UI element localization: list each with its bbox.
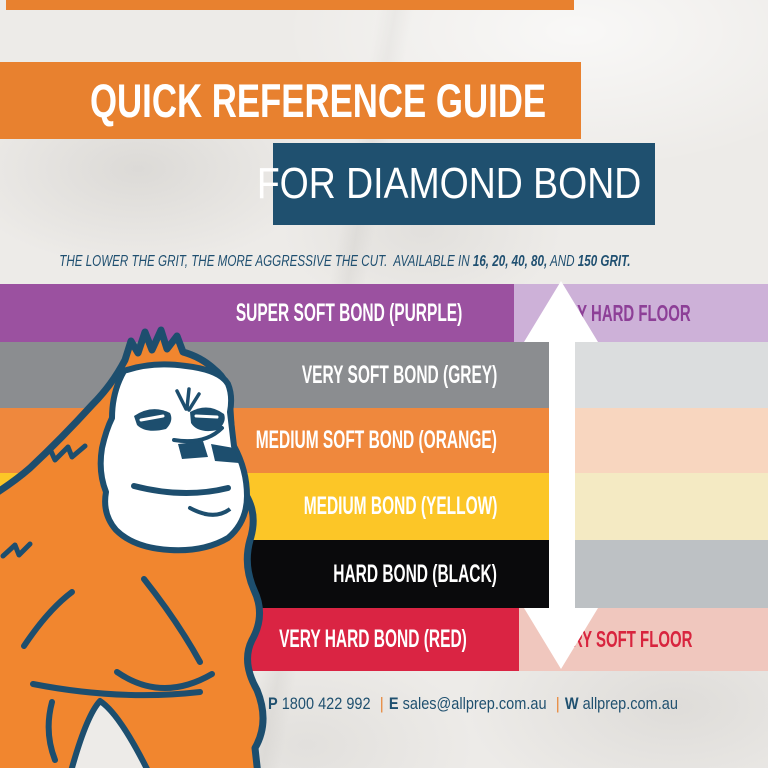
bond-band-label: VERY SOFT BOND (GREY)	[301, 360, 497, 389]
bond-band-grey: VERY SOFT BOND (GREY)	[0, 342, 549, 408]
poster-subtitle: FOR DIAMOND BOND	[256, 159, 641, 208]
bond-band-label: VERY HARD BOND (RED)	[279, 625, 468, 653]
gorilla-brow-creases	[175, 387, 201, 412]
gorilla-muscle-lines	[21, 576, 215, 763]
web-label: W	[564, 694, 579, 713]
floor-band	[575, 473, 768, 540]
phone-label: P	[268, 694, 278, 713]
tagline-grit150: 150 GRIT.	[577, 253, 631, 270]
gorilla-nostrils	[178, 441, 239, 463]
contact-footer: P 1800 422 992 | E sales@allprep.com.au |…	[268, 690, 748, 718]
tagline-grits: 16, 20, 40, 80,	[472, 253, 548, 270]
band-row-very-soft: VERY SOFT BOND (GREY)	[0, 342, 768, 408]
gorilla-frown	[131, 483, 231, 496]
gorilla-fur-spikes	[0, 443, 88, 559]
contact-line: P 1800 422 992 | E sales@allprep.com.au |…	[268, 695, 678, 714]
top-accent-strip	[6, 0, 574, 10]
phone-number: 1800 422 992	[277, 694, 375, 713]
email-label: E	[388, 694, 399, 713]
bond-band-purple: SUPER SOFT BOND (PURPLE)	[0, 284, 514, 342]
bond-band-label: HARD BOND (BLACK)	[333, 559, 497, 588]
footer-separator: |	[555, 694, 560, 713]
gorilla-mascot-illustration	[0, 326, 267, 768]
footer-separator: |	[379, 694, 384, 713]
bond-band-label: MEDIUM BOND (YELLOW)	[303, 492, 497, 520]
double-arrow-shape	[524, 281, 598, 669]
floor-band	[575, 408, 768, 473]
hardness-double-arrow-icon	[524, 281, 598, 669]
bond-band-label: SUPER SOFT BOND (PURPLE)	[235, 298, 462, 327]
gorilla-leg-gap	[68, 698, 150, 768]
tagline-text: THE LOWER THE GRIT, THE MORE AGGRESSIVE …	[59, 253, 630, 271]
gorilla-smirk	[188, 506, 232, 517]
floor-band	[575, 342, 768, 408]
tagline: THE LOWER THE GRIT, THE MORE AGGRESSIVE …	[0, 249, 690, 275]
subtitle-band: FOR DIAMOND BOND	[257, 143, 655, 225]
poster-title: QUICK REFERENCE GUIDE	[90, 74, 547, 127]
floor-band	[575, 540, 768, 608]
tagline-before: THE LOWER THE GRIT, THE MORE AGGRESSIVE …	[59, 253, 473, 270]
email-address: sales@allprep.com.au	[398, 694, 551, 713]
bond-band-label: MEDIUM SOFT BOND (ORANGE)	[255, 426, 497, 454]
gorilla-eye-highlights	[139, 414, 219, 422]
gorilla-eyes	[134, 407, 225, 432]
tagline-and: AND	[547, 253, 578, 270]
gorilla-nose-line	[172, 426, 224, 444]
title-band: QUICK REFERENCE GUIDE	[0, 62, 581, 139]
band-row-super-soft: SUPER SOFT BOND (PURPLE) VERY HARD FLOOR	[0, 284, 768, 342]
web-address: allprep.com.au	[578, 694, 678, 713]
